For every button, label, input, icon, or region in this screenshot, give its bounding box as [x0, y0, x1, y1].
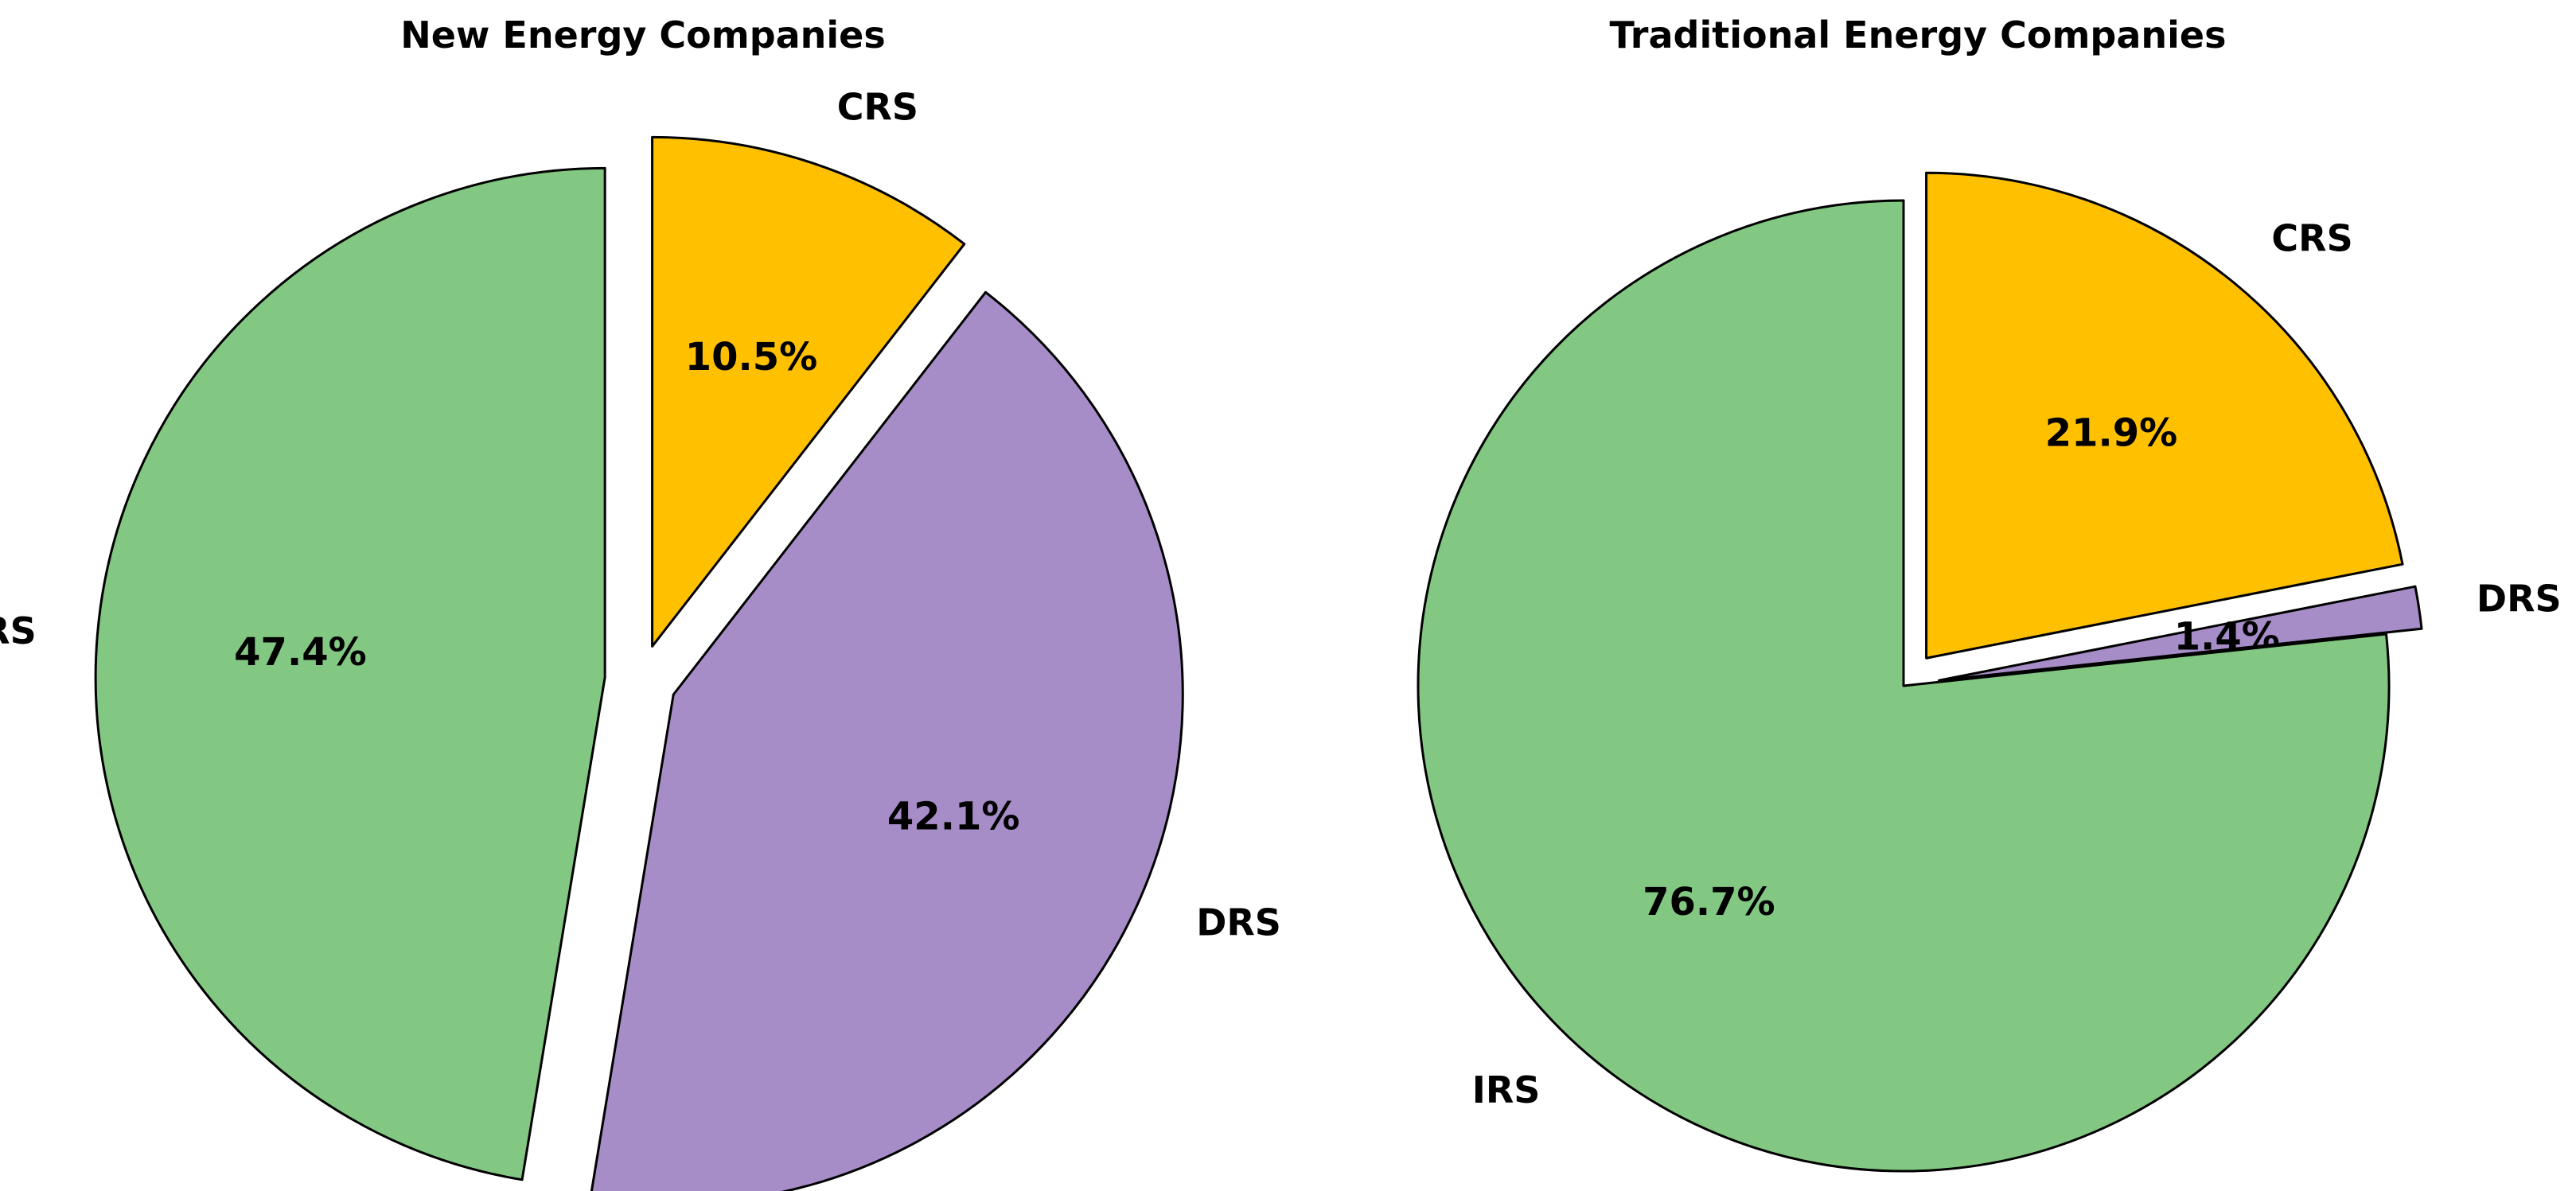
pie-slice-traditional-energy-crs	[1925, 171, 2404, 660]
pct-label-new-energy-irs: 47.4%	[234, 630, 367, 675]
pie-slice-new-energy-drs	[590, 290, 1184, 1191]
pie-new-energy: 10.5% CRS 42.1% DRS 47.4% IRS	[0, 85, 1281, 1191]
chart-panel-new-energy: New Energy Companies 10.5% CRS 42.1% DRS 47.…	[0, 14, 1281, 1191]
slice-label-traditional-energy-crs: CRS	[2271, 216, 2352, 259]
chart-panel-traditional-energy: Traditional Energy Companies 21.9%CRS1.4…	[1417, 14, 2562, 1173]
slice-label-new-energy-crs: CRS	[837, 85, 918, 128]
pct-label-new-energy-crs: 10.5%	[685, 335, 818, 379]
chart-title-new-energy: New Energy Companies	[400, 14, 886, 56]
slice-label-traditional-energy-drs: DRS	[2477, 578, 2562, 621]
pie-slice-new-energy-crs	[651, 135, 966, 648]
pie-slice-new-energy-irs	[94, 166, 606, 1181]
pct-label-traditional-energy-crs: 21.9%	[2045, 411, 2178, 455]
pie-slice-traditional-energy-drs	[1937, 585, 2423, 682]
slice-label-new-energy-drs: DRS	[1196, 901, 1281, 944]
pie-slice-traditional-energy-irs	[1417, 199, 2391, 1173]
chart-title-traditional-energy: Traditional Energy Companies	[1609, 14, 2226, 56]
pct-label-new-energy-drs: 42.1%	[887, 795, 1020, 839]
slice-label-traditional-energy-irs: IRS	[1472, 1068, 1541, 1111]
pct-label-traditional-energy-irs: 76.7%	[1643, 880, 1775, 924]
slice-label-new-energy-irs: IRS	[0, 609, 37, 652]
